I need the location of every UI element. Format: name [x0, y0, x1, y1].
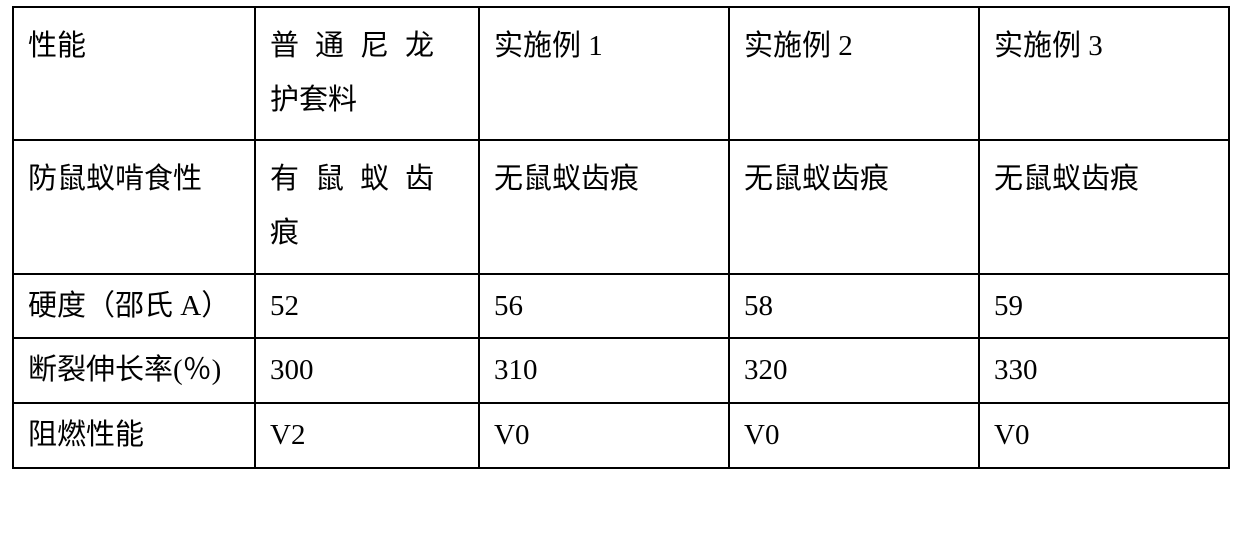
cell-ex2: 320 [729, 338, 979, 403]
cell-nylon: 有鼠蚁齿 痕 [255, 140, 479, 273]
cell-ex3: V0 [979, 403, 1229, 468]
cell-property: 硬度（邵氏 A） [13, 274, 255, 339]
cell-ex1: V0 [479, 403, 729, 468]
cell-ex1: 56 [479, 274, 729, 339]
cell-nylon: 300 [255, 338, 479, 403]
cell-nylon: 52 [255, 274, 479, 339]
cell-nylon-line1: 有鼠蚁齿 [270, 163, 450, 195]
col-header-nylon-line2: 护套料 [270, 84, 357, 116]
cell-ex2: 58 [729, 274, 979, 339]
col-header-nylon: 普通尼龙 护套料 [255, 7, 479, 140]
col-header-ex2: 实施例 2 [729, 7, 979, 140]
cell-ex2: 无鼠蚁齿痕 [729, 140, 979, 273]
page: 性能 普通尼龙 护套料 实施例 1 实施例 2 实施例 3 防鼠蚁啃食性 有鼠蚁… [0, 0, 1240, 551]
col-header-nylon-line1: 普通尼龙 [270, 30, 450, 62]
col-header-ex1: 实施例 1 [479, 7, 729, 140]
table-header-row: 性能 普通尼龙 护套料 实施例 1 实施例 2 实施例 3 [13, 7, 1229, 140]
cell-nylon-line2: 痕 [270, 217, 299, 249]
cell-property: 阻燃性能 [13, 403, 255, 468]
cell-property: 防鼠蚁啃食性 [13, 140, 255, 273]
cell-ex3: 59 [979, 274, 1229, 339]
cell-ex1: 无鼠蚁齿痕 [479, 140, 729, 273]
col-header-ex3: 实施例 3 [979, 7, 1229, 140]
cell-ex2: V0 [729, 403, 979, 468]
table-row: 断裂伸长率(％) 300 310 320 330 [13, 338, 1229, 403]
table-row: 阻燃性能 V2 V0 V0 V0 [13, 403, 1229, 468]
comparison-table: 性能 普通尼龙 护套料 实施例 1 实施例 2 实施例 3 防鼠蚁啃食性 有鼠蚁… [12, 6, 1230, 469]
cell-ex3: 330 [979, 338, 1229, 403]
cell-property: 断裂伸长率(％) [13, 338, 255, 403]
table-row: 硬度（邵氏 A） 52 56 58 59 [13, 274, 1229, 339]
table-row: 防鼠蚁啃食性 有鼠蚁齿 痕 无鼠蚁齿痕 无鼠蚁齿痕 无鼠蚁齿痕 [13, 140, 1229, 273]
col-header-property: 性能 [13, 7, 255, 140]
cell-ex1: 310 [479, 338, 729, 403]
cell-ex3: 无鼠蚁齿痕 [979, 140, 1229, 273]
cell-nylon: V2 [255, 403, 479, 468]
